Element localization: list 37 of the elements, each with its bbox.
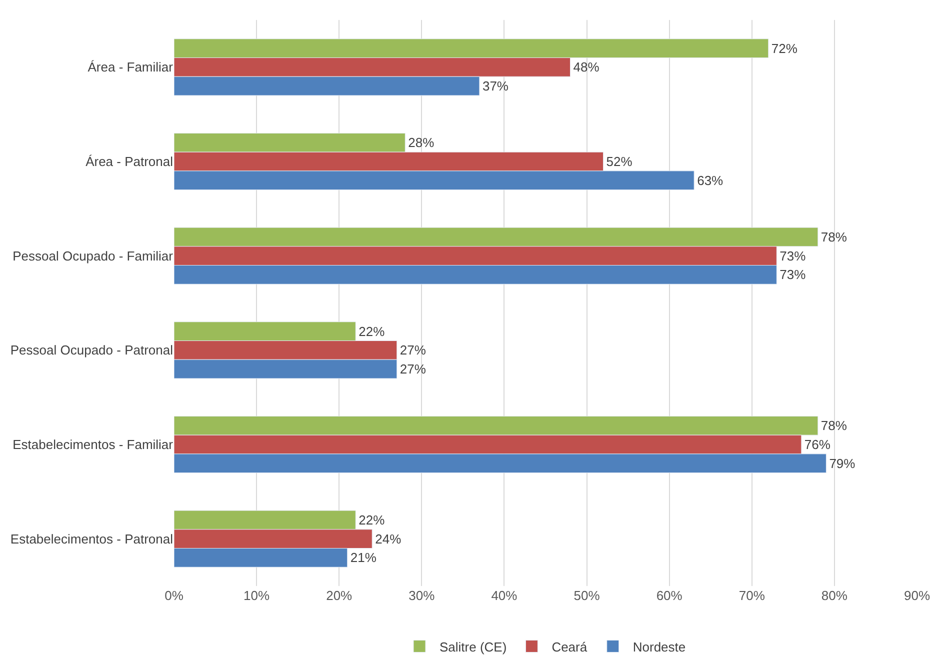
x-tick-label: 0% (164, 588, 184, 603)
data-label: 27% (400, 342, 426, 358)
data-label: 27% (400, 362, 426, 377)
y-tick-label: Estabelecimentos - Familiar (12, 437, 174, 452)
data-label: 21% (350, 550, 377, 566)
x-tick-label: 20% (326, 588, 353, 603)
legend-label: Salitre (CE) (440, 639, 507, 654)
data-label: 78% (820, 418, 848, 434)
x-tick-label: 10% (244, 588, 270, 603)
data-label: 22% (358, 512, 386, 528)
data-label: 48% (573, 60, 600, 75)
data-label: 76% (804, 437, 831, 452)
y-tick-label: Área - Patronal (86, 154, 174, 170)
data-label: 78% (820, 229, 848, 244)
y-tick-label: Estabelecimentos - Patronal (10, 531, 174, 546)
x-tick-label: 30% (408, 588, 436, 603)
legend-label: Ceará (552, 639, 588, 654)
data-label: 22% (358, 324, 386, 339)
y-tick-label: Pessoal Ocupado - Familiar (12, 248, 174, 264)
data-label: 28% (408, 135, 435, 150)
data-label: 37% (482, 78, 509, 94)
data-label: 52% (606, 154, 633, 169)
x-tick-label: 40% (491, 588, 518, 603)
data-label: 73% (780, 248, 806, 264)
y-tick-label: Pessoal Ocupado - Patronal (10, 342, 174, 358)
y-tick-label: Área - Familiar (88, 60, 174, 75)
data-label: 73% (780, 267, 806, 282)
x-tick-label: 80% (821, 588, 848, 603)
x-tick-label: 50% (574, 588, 600, 603)
x-tick-label: 60% (656, 588, 683, 603)
data-label: 79% (829, 456, 856, 471)
x-tick-label: 70% (738, 588, 766, 603)
data-label: 24% (375, 531, 402, 546)
data-label: 63% (697, 172, 724, 188)
legend-label: Nordeste (632, 639, 686, 654)
data-label: 72% (771, 40, 798, 56)
x-tick-label: 90% (904, 588, 930, 603)
